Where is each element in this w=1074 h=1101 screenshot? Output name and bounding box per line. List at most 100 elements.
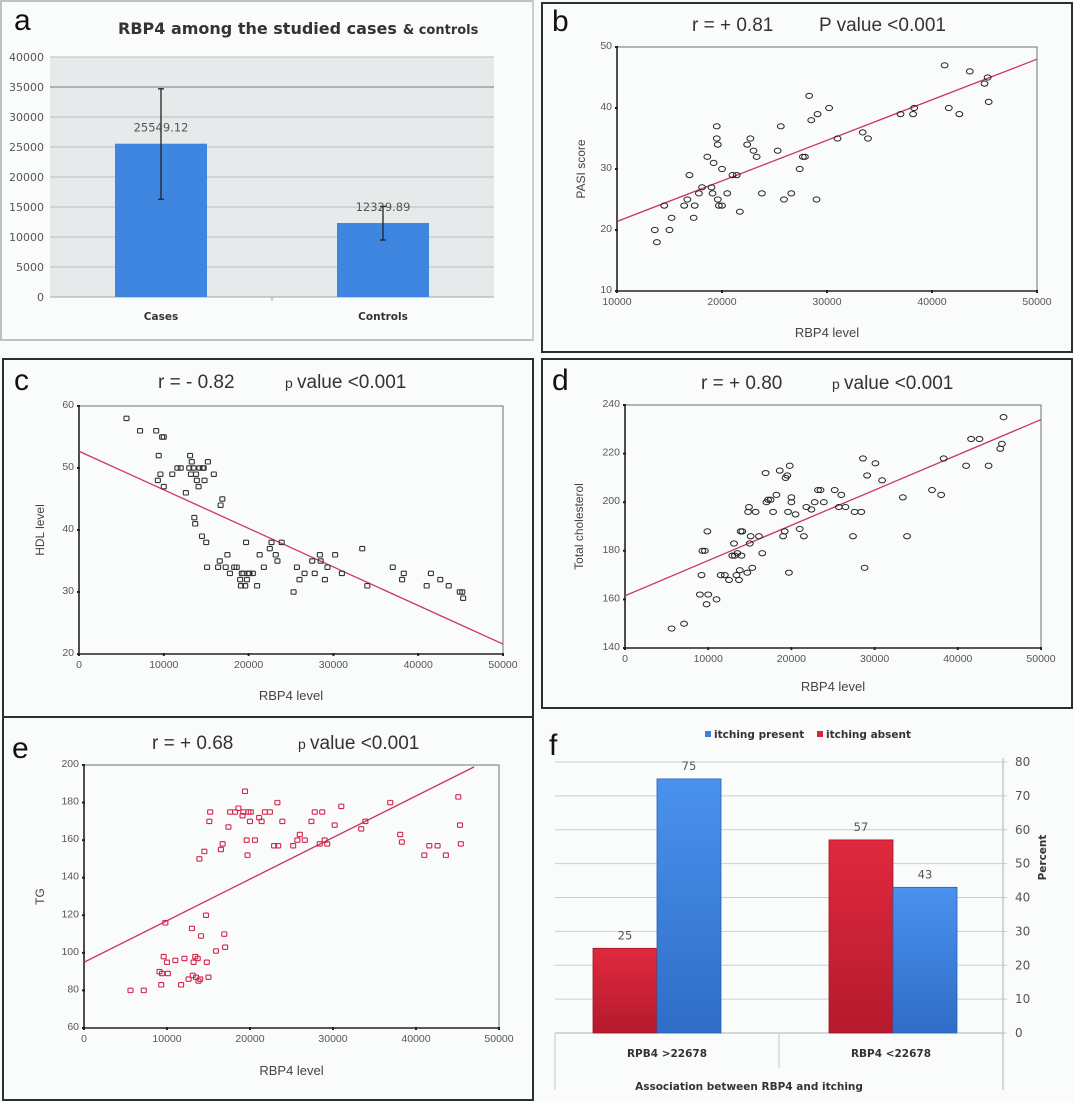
data-point [271, 843, 278, 849]
data-point [192, 471, 200, 477]
data-point [723, 190, 732, 197]
y-tick-label: 140 [602, 641, 620, 653]
x-tick-label: 10000 [149, 659, 178, 671]
data-point [773, 147, 782, 154]
data-point [338, 803, 345, 810]
data-point [720, 572, 729, 579]
data-point [743, 141, 752, 148]
data-point [712, 596, 721, 603]
legend-swatch [817, 731, 823, 737]
data-point [783, 472, 792, 479]
y-tick-label: 20 [1015, 958, 1030, 972]
data-point [232, 809, 239, 815]
data-point [758, 190, 766, 197]
data-point [239, 812, 246, 819]
data-point [795, 525, 804, 533]
y-tick-label: 60 [62, 399, 74, 411]
data-point [364, 583, 371, 589]
data-point [859, 455, 867, 462]
data-point [660, 202, 669, 209]
data-point [237, 576, 244, 583]
data-point [294, 837, 301, 843]
panel-e-frame [2, 716, 534, 1101]
data-point [758, 550, 767, 557]
panel-a-bar-chart: 0 5000 10000 15000 20000 25000 30000 35000 40000… [9, 19, 494, 323]
data-point [227, 809, 234, 815]
y-tick-label: 0 [1015, 1026, 1023, 1040]
data-point [830, 486, 839, 494]
data-point [196, 856, 203, 862]
data-point [695, 190, 703, 197]
data-point [242, 583, 249, 589]
data-point [246, 818, 254, 825]
data-point [311, 570, 318, 577]
data-point [984, 98, 993, 106]
data-point [309, 558, 316, 564]
data-point [324, 564, 331, 570]
data-point [226, 570, 233, 577]
data-point [984, 462, 993, 469]
data-point [850, 508, 859, 516]
y-tick-label: 25000 [9, 141, 44, 154]
data-point [704, 591, 713, 598]
data-point [730, 540, 738, 547]
y-tick-label: 40000 [9, 51, 44, 64]
data-label: 57 [854, 820, 869, 834]
data-point [713, 141, 722, 148]
chart-title-suffix: & controls [403, 23, 479, 38]
bar-itching-present [892, 886, 958, 1034]
data-point [442, 852, 449, 858]
data-point [700, 547, 709, 554]
data-label: 43 [918, 867, 933, 881]
y-tick-label: 20 [62, 647, 74, 659]
data-point [217, 846, 224, 853]
data-point [697, 572, 706, 579]
p-value: value <0.001 [297, 372, 406, 393]
x-tick-label: 20000 [235, 1033, 264, 1045]
x-tick-label: 50000 [1022, 296, 1051, 308]
y-axis-label: Total cholesterol [572, 483, 586, 570]
data-point [745, 540, 754, 547]
data-point [197, 976, 204, 982]
data-point [215, 564, 222, 570]
data-point [308, 818, 315, 825]
data-point [728, 172, 737, 179]
data-point [219, 841, 226, 847]
data-point [278, 539, 285, 546]
data-point [689, 214, 698, 221]
regression-line [83, 766, 475, 963]
data-point [222, 944, 229, 950]
data-point [311, 809, 318, 815]
data-point [997, 440, 1006, 447]
x-tick-label: 40000 [401, 1033, 430, 1045]
panel-letter-e: e [12, 732, 29, 765]
x-tick-label: 0 [81, 1033, 87, 1045]
data-point [197, 933, 205, 939]
data-point [898, 494, 907, 501]
data-point [332, 552, 339, 558]
x-axis-label: RBP4 level [795, 325, 859, 340]
data-point [192, 521, 199, 527]
data-point [434, 843, 441, 849]
data-point [455, 794, 462, 800]
y-axis-label: TG [33, 888, 47, 905]
data-point [909, 111, 917, 118]
y-tick-label: 30000 [9, 111, 44, 124]
data-point [683, 196, 692, 203]
data-point [718, 165, 726, 173]
data-point [188, 459, 195, 465]
p-value: P value <0.001 [819, 15, 946, 36]
data-point [702, 601, 711, 608]
x-tick-label: RPB4 >22678 [627, 1048, 707, 1060]
panel-letter-d: d [552, 364, 569, 397]
x-tick-label: 30000 [319, 659, 348, 671]
data-point [400, 570, 407, 577]
data-point [807, 117, 816, 124]
data-point [186, 465, 193, 471]
data-point [650, 226, 659, 234]
data-point [784, 508, 792, 516]
x-tick-label: 30000 [812, 296, 841, 308]
data-point [127, 987, 134, 994]
data-point [203, 539, 210, 546]
data-point [735, 576, 743, 584]
